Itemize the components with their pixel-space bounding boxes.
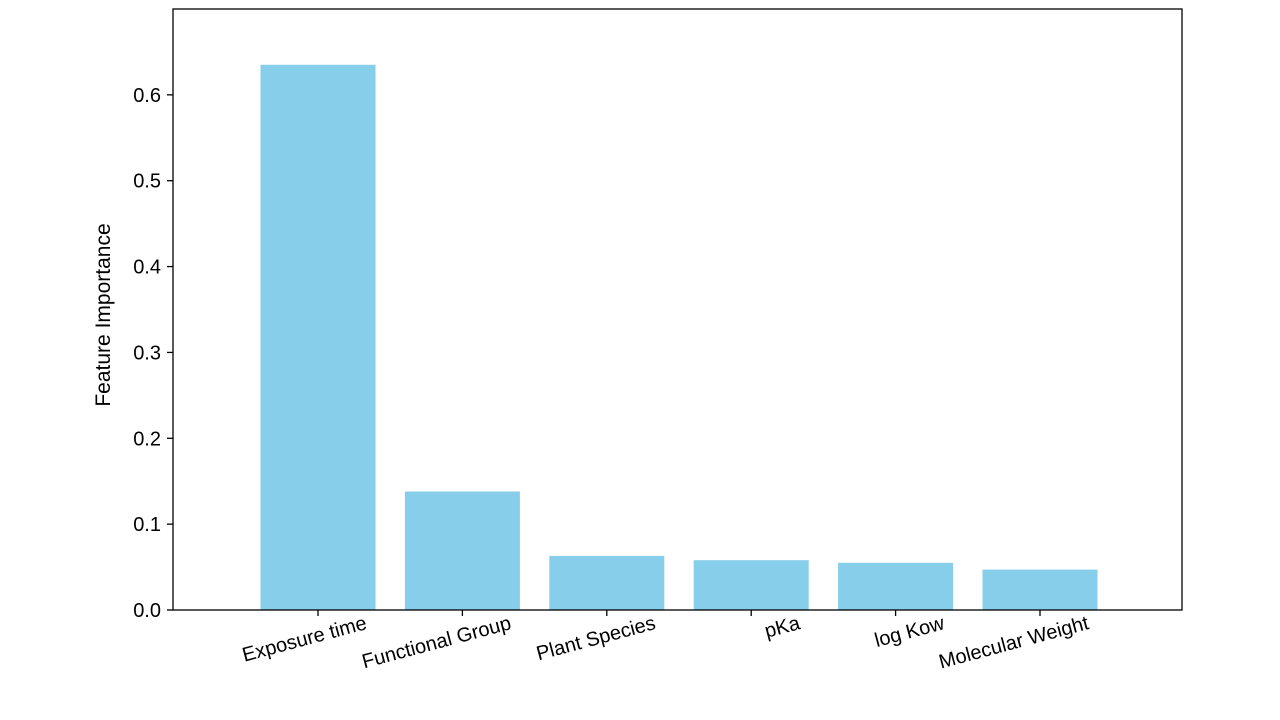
bar-3 (693, 560, 809, 610)
y-tick-label: 0.6 (133, 85, 161, 107)
bars-layer (260, 64, 1098, 611)
bar-4 (838, 562, 954, 610)
y-tick-label: 0.2 (133, 428, 161, 450)
x-tick-label: Plant Species (534, 612, 658, 665)
bar-5 (982, 569, 1098, 610)
y-tick-label: 0.1 (133, 514, 161, 536)
x-tick-label: log Kow (872, 612, 947, 652)
x-tick-label: Functional Group (360, 612, 514, 673)
y-tick-label: 0.3 (133, 342, 161, 364)
y-axis-ticks: 0.0 0.1 0.2 0.3 0.4 0.5 0.6 (133, 85, 173, 622)
y-tick-label: 0.4 (133, 257, 161, 279)
x-tick-label: Molecular Weight (937, 612, 1092, 673)
y-tick-label: 0.0 (133, 600, 161, 622)
plot-frame (172, 8, 1183, 611)
x-tick-label: pKa (762, 612, 803, 643)
bar-2 (549, 555, 665, 610)
y-tick-label: 0.5 (133, 171, 161, 193)
bar-0 (260, 64, 376, 611)
bar-1 (404, 491, 520, 610)
x-tick-label: Exposure time (240, 612, 369, 666)
y-axis-label: Feature Importance (92, 223, 115, 406)
